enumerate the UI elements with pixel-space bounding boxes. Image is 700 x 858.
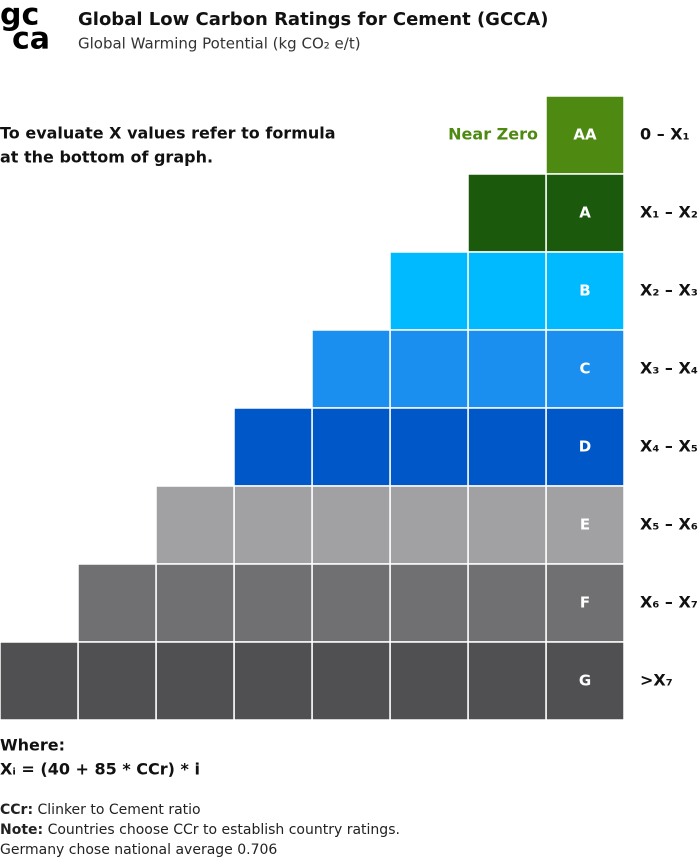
where-label: Where: xyxy=(0,736,65,755)
subtitle: Global Warming Potential (kg CO₂ e/t) xyxy=(78,35,361,53)
grade-label: AA xyxy=(573,126,597,144)
rating-cell xyxy=(467,563,547,643)
range-label: >X₇ xyxy=(640,671,673,690)
rating-cell xyxy=(155,485,235,565)
grade-label: G xyxy=(579,672,591,690)
note-term: CCr: xyxy=(0,802,33,818)
rating-cell xyxy=(545,251,625,331)
rating-cell xyxy=(389,251,469,331)
rating-cell xyxy=(233,407,313,487)
rating-cell xyxy=(389,329,469,409)
rating-cell xyxy=(467,407,547,487)
note: CCr: Clinker to Cement ratio xyxy=(0,802,201,818)
rating-cell xyxy=(155,641,235,721)
range-label: X₄ – X₅ xyxy=(640,437,698,456)
footer: Germany chose national average 0.706 xyxy=(0,842,277,858)
range-label: 0 – X₁ xyxy=(640,125,690,144)
instruction: To evaluate X values refer to formula xyxy=(0,124,336,143)
rating-cell xyxy=(311,485,391,565)
rating-cell xyxy=(155,563,235,643)
rating-cell xyxy=(311,563,391,643)
note-term: Note: xyxy=(0,822,43,838)
grade-label: D xyxy=(579,438,591,456)
rating-cell xyxy=(389,485,469,565)
rating-cell xyxy=(467,329,547,409)
formula: Xᵢ = (40 + 85 * CCr) * i xyxy=(0,760,200,779)
rating-cell xyxy=(77,563,157,643)
rating-cell xyxy=(311,407,391,487)
grade-label: A xyxy=(579,204,591,222)
rating-cell xyxy=(389,641,469,721)
grade-label: C xyxy=(579,360,590,378)
rating-cell xyxy=(233,563,313,643)
rating-cell xyxy=(545,563,625,643)
rating-cell xyxy=(389,407,469,487)
range-label: X₃ – X₄ xyxy=(640,359,698,378)
rating-cell xyxy=(467,485,547,565)
logo: ca xyxy=(12,22,50,57)
grade-label: B xyxy=(579,282,590,300)
rating-cell xyxy=(311,329,391,409)
rating-cell xyxy=(233,485,313,565)
rating-cell xyxy=(77,641,157,721)
title: Global Low Carbon Ratings for Cement (GC… xyxy=(78,9,549,30)
note: Note: Countries choose CCr to establish … xyxy=(0,822,400,838)
logo: gc xyxy=(0,0,39,33)
range-label: X₆ – X₇ xyxy=(640,593,698,612)
near-zero-label: Near Zero xyxy=(448,125,538,144)
range-label: X₁ – X₂ xyxy=(640,203,698,222)
range-label: X₅ – X₆ xyxy=(640,515,698,534)
instruction: at the bottom of graph. xyxy=(0,148,213,167)
note-text: Countries choose CCr to establish countr… xyxy=(43,822,400,838)
rating-cell xyxy=(467,251,547,331)
rating-cell xyxy=(0,641,79,721)
range-label: X₂ – X₃ xyxy=(640,281,698,300)
grade-label: F xyxy=(580,594,590,612)
rating-cell xyxy=(545,95,625,175)
rating-cell xyxy=(233,641,313,721)
note-text: Clinker to Cement ratio xyxy=(33,802,201,818)
rating-cell xyxy=(467,173,547,253)
rating-cell xyxy=(545,173,625,253)
rating-cell xyxy=(389,563,469,643)
rating-cell xyxy=(311,641,391,721)
grade-label: E xyxy=(580,516,590,534)
rating-cell xyxy=(467,641,547,721)
